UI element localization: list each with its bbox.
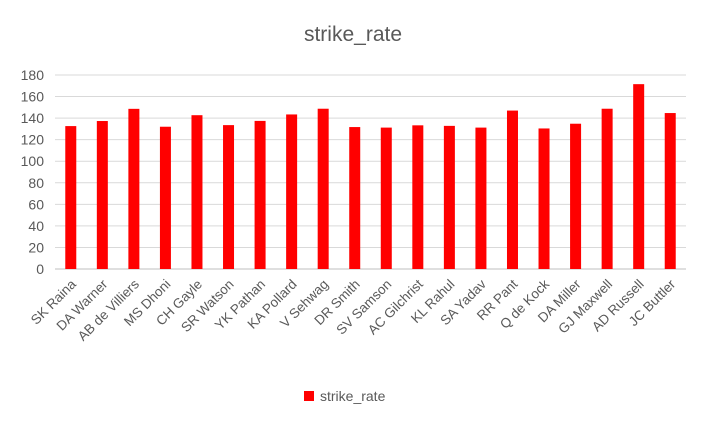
bar bbox=[349, 127, 361, 269]
gridlines bbox=[55, 74, 686, 270]
bar bbox=[506, 110, 518, 269]
bar bbox=[412, 125, 424, 269]
bar bbox=[65, 126, 77, 269]
bar bbox=[633, 84, 645, 269]
y-tick-label: 40 bbox=[28, 218, 44, 234]
bar bbox=[475, 127, 487, 269]
bar bbox=[601, 108, 613, 269]
chart-title: strike_rate bbox=[304, 23, 402, 46]
legend: strike_rate bbox=[304, 388, 386, 404]
legend-swatch bbox=[304, 391, 314, 401]
bar bbox=[286, 114, 298, 269]
bar bbox=[191, 115, 203, 269]
y-tick-label: 100 bbox=[21, 153, 45, 169]
y-tick-label: 20 bbox=[28, 239, 44, 255]
bars bbox=[65, 84, 676, 270]
bar bbox=[223, 125, 235, 270]
bar bbox=[380, 127, 392, 269]
bar bbox=[159, 126, 171, 269]
bar bbox=[443, 125, 455, 270]
bar bbox=[317, 108, 329, 269]
bar bbox=[570, 123, 582, 269]
bar bbox=[128, 108, 140, 269]
bar bbox=[96, 121, 108, 270]
y-tick-label: 60 bbox=[28, 196, 44, 212]
y-tick-label: 120 bbox=[21, 132, 45, 148]
y-tick-label: 140 bbox=[21, 110, 45, 126]
bar bbox=[538, 128, 550, 269]
y-tick-label: 160 bbox=[21, 89, 45, 105]
y-axis-ticks: 0 20 40 60 80 100 120 140 160 180 bbox=[21, 67, 45, 277]
bar bbox=[254, 120, 266, 269]
bar bbox=[664, 113, 676, 269]
y-tick-label: 180 bbox=[21, 67, 45, 83]
legend-label: strike_rate bbox=[320, 388, 386, 404]
y-tick-label: 80 bbox=[28, 175, 44, 191]
y-tick-label: 0 bbox=[36, 261, 44, 277]
